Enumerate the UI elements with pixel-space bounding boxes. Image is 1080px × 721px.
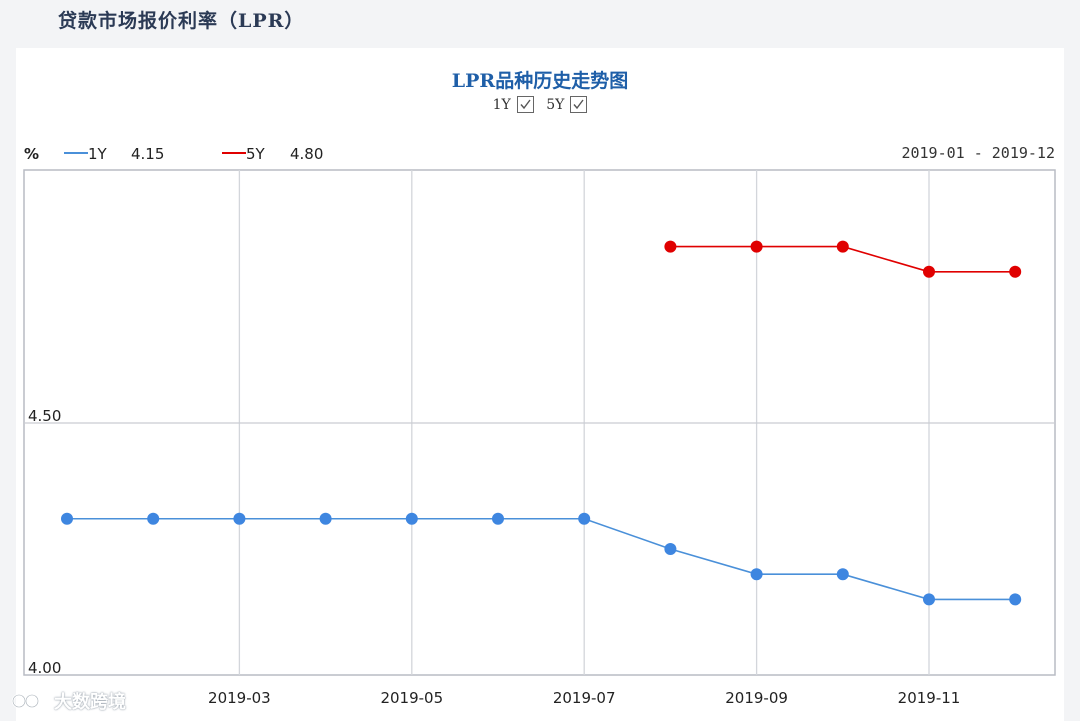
data-point-1y[interactable] <box>405 512 418 525</box>
legend-1y[interactable]: 1Y 4.15 <box>64 145 164 163</box>
data-point-5y[interactable] <box>923 265 935 278</box>
data-point-1y[interactable] <box>233 512 246 525</box>
check-icon <box>520 99 531 110</box>
toggle-5y-label: 5Y <box>546 96 565 113</box>
page-title: 贷款市场报价利率（LPR） <box>58 10 305 32</box>
legend-5y-value: 4.80 <box>290 145 323 163</box>
data-point-1y[interactable] <box>319 512 332 525</box>
x-axis: 2019-03 2019-05 2019-07 2019-09 2019-11 <box>208 689 960 707</box>
data-point-1y[interactable] <box>492 512 504 525</box>
toggle-1y-label: 1Y <box>492 96 511 113</box>
y-axis: 4.00 4.50 <box>28 407 61 677</box>
toggle-5y[interactable]: 5Y <box>546 96 588 113</box>
date-range: 2019-01 - 2019-12 <box>901 144 1055 162</box>
chart-title: LPR品种历史走势图 <box>451 70 629 92</box>
legend-5y[interactable]: 5Y 4.80 <box>222 145 323 163</box>
legend-1y-value: 4.15 <box>131 145 164 163</box>
data-point-1y[interactable] <box>664 543 677 555</box>
data-point-1y[interactable] <box>750 568 763 581</box>
legend-1y-name: 1Y <box>88 145 108 163</box>
x-tick-label: 2019-09 <box>725 689 788 707</box>
data-point-1y[interactable] <box>61 512 73 525</box>
data-point-5y[interactable] <box>750 240 763 253</box>
data-point-1y[interactable] <box>578 512 591 525</box>
data-point-1y[interactable] <box>147 512 160 525</box>
checkbox-1y[interactable] <box>516 96 534 113</box>
watermark-text: 大数跨境 <box>54 692 126 713</box>
x-tick-label: 2019-07 <box>553 689 616 707</box>
y-tick-label: 4.50 <box>28 407 61 425</box>
checkbox-5y[interactable] <box>570 96 588 113</box>
toggle-1y[interactable]: 1Y <box>493 96 534 113</box>
data-point-5y[interactable] <box>664 240 677 253</box>
grid <box>24 170 1055 675</box>
data-point-1y[interactable] <box>836 568 849 581</box>
x-tick-label: 2019-03 <box>208 689 271 707</box>
watermark: 大数跨境 <box>10 688 126 714</box>
logo-icon <box>11 693 40 709</box>
series-toggles: 1Y 5Y <box>16 96 1064 113</box>
chart-panel: LPR品种历史走势图 1Y 5Y <box>16 48 1064 721</box>
data-point-5y[interactable] <box>1009 265 1022 278</box>
unit-label: % <box>24 145 39 163</box>
data-point-1y[interactable] <box>923 593 935 606</box>
series-points <box>61 240 1022 606</box>
data-point-5y[interactable] <box>836 240 849 253</box>
series-line-1y <box>67 517 1016 601</box>
legend-5y-name: 5Y <box>246 145 266 163</box>
data-point-1y[interactable] <box>1009 593 1022 606</box>
x-tick-label: 2019-11 <box>898 689 961 707</box>
y-tick-label: 4.00 <box>28 659 61 677</box>
check-icon <box>573 99 584 110</box>
x-tick-label: 2019-05 <box>380 689 443 707</box>
